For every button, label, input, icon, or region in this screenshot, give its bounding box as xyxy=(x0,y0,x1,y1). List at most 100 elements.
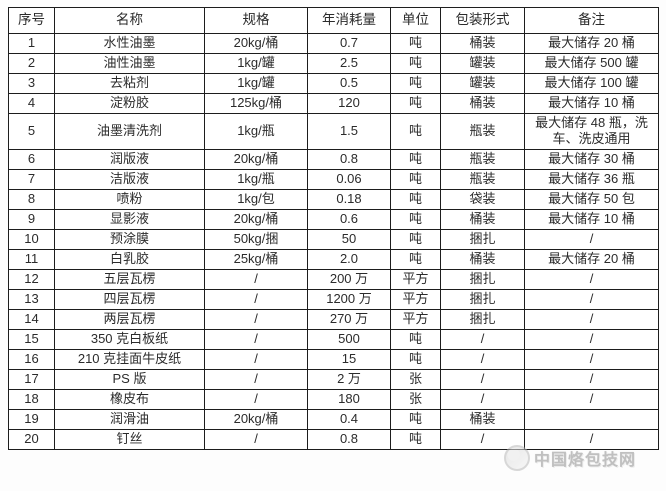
table-row: 19 润滑油 20kg/桶 0.4 吨桶装 xyxy=(8,408,659,430)
cell-name: 润滑油 xyxy=(54,408,205,430)
cell-packaging: 瓶装 xyxy=(440,168,525,190)
cell-name: 210 克挂面牛皮纸 xyxy=(54,348,205,370)
cell-packaging: 罐装 xyxy=(440,73,525,94)
cell-packaging: 捆扎 xyxy=(440,308,525,330)
cell-index: 12 xyxy=(8,268,55,290)
cell-index: 3 xyxy=(8,73,55,94)
table-row: 12 五层瓦楞/200 万平方 捆扎 / xyxy=(8,268,659,290)
table-header: 序号 名称 规格 年消耗量 单位 包装形式 备注 xyxy=(8,7,659,34)
cell-remark: / xyxy=(524,328,659,350)
cell-annual: 0.06 xyxy=(307,168,391,190)
cell-spec: / xyxy=(204,288,308,310)
cell-unit: 吨 xyxy=(390,168,441,190)
cell-name: 350 克白板纸 xyxy=(54,328,205,350)
table-row: 15 350 克白板纸/500 吨 / / xyxy=(8,328,659,350)
cell-annual: 200 万 xyxy=(307,268,391,290)
cell-index: 14 xyxy=(8,308,55,330)
cell-packaging: 桶装 xyxy=(440,208,525,230)
table-row: 13 四层瓦楞/1200 万平方 捆扎 / xyxy=(8,288,659,310)
cell-unit: 吨 xyxy=(390,428,441,450)
cell-name: 去粘剂 xyxy=(54,73,205,94)
cell-index: 17 xyxy=(8,368,55,390)
cell-remark: / xyxy=(524,428,659,450)
cell-annual: 15 xyxy=(307,348,391,370)
cell-spec: 1kg/包 xyxy=(204,188,308,210)
cell-unit: 吨 xyxy=(390,73,441,94)
cell-annual: 0.4 xyxy=(307,408,391,430)
cell-name: 白乳胶 xyxy=(54,248,205,270)
cell-index: 9 xyxy=(8,208,55,230)
cell-spec: 125kg/桶 xyxy=(204,93,308,114)
cell-remark: / xyxy=(524,268,659,290)
cell-remark xyxy=(524,408,659,430)
cell-unit: 平方 xyxy=(390,268,441,290)
cell-name: 五层瓦楞 xyxy=(54,268,205,290)
cell-spec: 1kg/瓶 xyxy=(204,168,308,190)
cell-packaging: 袋装 xyxy=(440,188,525,210)
cell-remark: 最大储存 100 罐 xyxy=(524,73,659,94)
cell-index: 10 xyxy=(8,228,55,250)
table-row: 17 PS 版/2 万张 / / xyxy=(8,368,659,390)
cell-annual: 180 xyxy=(307,388,391,410)
table-row: 14 两层瓦楞/270 万平方 捆扎 / xyxy=(8,308,659,330)
cell-remark: / xyxy=(524,348,659,370)
cell-name: PS 版 xyxy=(54,368,205,390)
cell-packaging: 捆扎 xyxy=(440,268,525,290)
cell-annual: 0.8 xyxy=(307,428,391,450)
cell-name: 淀粉胶 xyxy=(54,93,205,114)
cell-annual: 0.18 xyxy=(307,188,391,210)
cell-packaging: 桶装 xyxy=(440,248,525,270)
cell-unit: 吨 xyxy=(390,33,441,54)
cell-name: 水性油墨 xyxy=(54,33,205,54)
cell-spec: 20kg/桶 xyxy=(204,148,308,170)
cell-packaging: 罐装 xyxy=(440,53,525,74)
cell-annual: 0.6 xyxy=(307,208,391,230)
cell-name: 显影液 xyxy=(54,208,205,230)
cell-index: 1 xyxy=(8,33,55,54)
cell-index: 8 xyxy=(8,188,55,210)
cell-packaging: 桶装 xyxy=(440,33,525,54)
cell-unit: 吨 xyxy=(390,328,441,350)
table-row: 4 淀粉胶 125kg/桶 120 吨桶装 最大储存 10 桶 xyxy=(8,93,659,114)
cell-spec: / xyxy=(204,328,308,350)
cell-unit: 吨 xyxy=(390,53,441,74)
table-row: 10 预涂膜 50kg/捆 50 吨捆扎 / xyxy=(8,228,659,250)
materials-consumption-table: 序号 名称 规格 年消耗量 单位 包装形式 备注 1 水性油墨 20kg/桶 0.7 吨桶装 最大储存… xyxy=(8,7,659,450)
cell-remark: 最大储存 20 桶 xyxy=(524,248,659,270)
cell-packaging: 瓶装 xyxy=(440,113,525,150)
cell-unit: 吨 xyxy=(390,93,441,114)
cell-packaging: 桶装 xyxy=(440,93,525,114)
column-header-remark: 备注 xyxy=(524,7,659,34)
cell-remark: 最大储存 500 罐 xyxy=(524,53,659,74)
table-row: 11 白乳胶 25kg/桶 2.0 吨桶装 最大储存 20 桶 xyxy=(8,248,659,270)
cell-unit: 吨 xyxy=(390,188,441,210)
cell-annual: 270 万 xyxy=(307,308,391,330)
cell-name: 两层瓦楞 xyxy=(54,308,205,330)
cell-unit: 吨 xyxy=(390,228,441,250)
cell-spec: / xyxy=(204,348,308,370)
column-header-index: 序号 xyxy=(8,7,55,34)
cell-spec: / xyxy=(204,368,308,390)
cell-spec: 20kg/桶 xyxy=(204,408,308,430)
cell-spec: / xyxy=(204,308,308,330)
cell-remark: / xyxy=(524,308,659,330)
cell-annual: 1.5 xyxy=(307,113,391,150)
cell-packaging: / xyxy=(440,368,525,390)
cell-unit: 吨 xyxy=(390,408,441,430)
cell-index: 6 xyxy=(8,148,55,170)
watermark-text: 中国烙包技网 xyxy=(534,452,637,469)
cell-annual: 500 xyxy=(307,328,391,350)
cell-index: 4 xyxy=(8,93,55,114)
table-row: 2 油性油墨 1kg/罐 2.5 吨罐装 最大储存 500 罐 xyxy=(8,53,659,74)
cell-packaging: 捆扎 xyxy=(440,228,525,250)
cell-spec: 50kg/捆 xyxy=(204,228,308,250)
cell-unit: 平方 xyxy=(390,308,441,330)
cell-remark: 最大储存 20 桶 xyxy=(524,33,659,54)
cell-remark: / xyxy=(524,388,659,410)
cell-spec: / xyxy=(204,388,308,410)
cell-index: 2 xyxy=(8,53,55,74)
cell-remark: / xyxy=(524,288,659,310)
table-row: 3 去粘剂 1kg/罐 0.5 吨罐装 最大储存 100 罐 xyxy=(8,73,659,94)
cell-index: 15 xyxy=(8,328,55,350)
